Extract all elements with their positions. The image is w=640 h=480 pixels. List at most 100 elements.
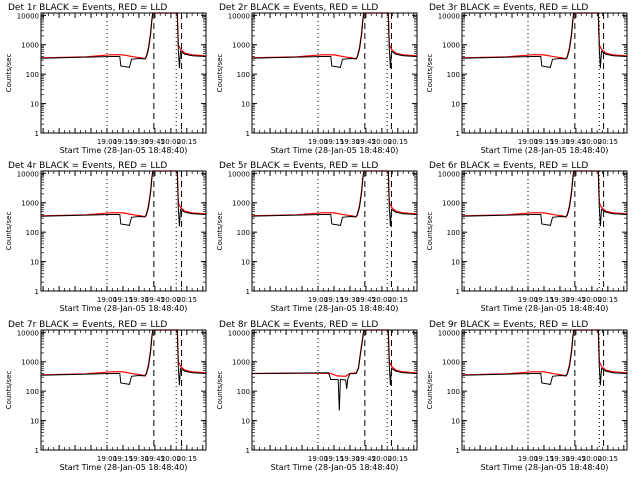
y-tick-label: 10	[451, 101, 460, 109]
events-series-line	[462, 12, 627, 69]
x-tick-label: 19:00	[97, 296, 117, 304]
events-series-line	[462, 170, 627, 227]
chart-panel: Det 1r BLACK = Events, RED = LLD 1 10 100 10…	[5, 3, 207, 155]
x-tick-label: 19:30	[550, 296, 570, 304]
y-tick-label: 10	[30, 101, 39, 109]
y-tick-label: 1000	[21, 42, 39, 50]
plot-frame	[461, 170, 628, 292]
y-tick-label: 1000	[21, 359, 39, 367]
chart-panel: Det 8r BLACK = Events, RED = LLD 1 10 100 10…	[216, 320, 418, 472]
y-tick-label: 1	[246, 447, 250, 455]
y-axis-label: Counts/sec	[216, 371, 224, 410]
panel-title: Det 6r BLACK = Events, RED = LLD	[429, 161, 588, 171]
plot-frame	[40, 170, 207, 292]
y-tick-label: 100	[447, 229, 460, 237]
y-axis-label: Counts/sec	[5, 371, 13, 410]
y-axis-label: Counts/sec	[5, 54, 13, 93]
y-tick-label: 1000	[442, 359, 460, 367]
x-tick-label: 19:45	[145, 455, 165, 463]
chart-panel: Det 7r BLACK = Events, RED = LLD 1 10 100 10…	[5, 320, 207, 472]
x-tick-label: 19:30	[340, 296, 360, 304]
x-tick-label: 19:30	[550, 138, 570, 146]
y-tick-label: 10000	[17, 170, 39, 178]
x-tick-label: 19:00	[518, 138, 538, 146]
x-tick-label: 19:00	[518, 296, 538, 304]
y-tick-label: 10	[451, 418, 460, 426]
y-tick-label: 10000	[228, 170, 250, 178]
plot-frame	[251, 12, 418, 134]
y-tick-label: 1	[35, 130, 39, 138]
x-tick-label: 20:00	[582, 138, 602, 146]
x-tick-label: 19:00	[308, 455, 328, 463]
chart-panel: Det 2r BLACK = Events, RED = LLD 1 10 100 10…	[216, 3, 418, 155]
panel-title: Det 3r BLACK = Events, RED = LLD	[429, 3, 588, 13]
panel-title: Det 7r BLACK = Events, RED = LLD	[8, 320, 167, 330]
x-tick-label: 19:30	[550, 455, 570, 463]
panel-title: Det 1r BLACK = Events, RED = LLD	[8, 3, 167, 13]
x-tick-label: 20:00	[372, 455, 392, 463]
plot-frame	[251, 329, 418, 451]
plot-frame	[461, 12, 628, 134]
x-tick-label: 19:45	[566, 296, 586, 304]
x-axis-label: Start Time (28-Jan-05 18:48:40)	[60, 304, 188, 313]
events-series-line	[252, 12, 417, 69]
chart-panel: Det 6r BLACK = Events, RED = LLD 1 10 100 10…	[426, 161, 628, 313]
panel-title: Det 5r BLACK = Events, RED = LLD	[219, 161, 378, 171]
x-tick-label: 19:30	[340, 455, 360, 463]
y-tick-label: 1000	[232, 42, 250, 50]
y-tick-label: 100	[26, 71, 39, 79]
y-axis-label: Counts/sec	[426, 54, 434, 93]
x-tick-label: 20:15	[177, 138, 197, 146]
panel-title: Det 9r BLACK = Events, RED = LLD	[429, 320, 588, 330]
y-tick-label: 10000	[17, 329, 39, 337]
x-tick-label: 20:15	[388, 455, 408, 463]
x-axis-label: Start Time (28-Jan-05 18:48:40)	[60, 146, 188, 155]
x-axis-label: Start Time (28-Jan-05 18:48:40)	[271, 463, 399, 472]
y-tick-label: 1000	[442, 42, 460, 50]
x-tick-label: 20:00	[582, 296, 602, 304]
y-tick-label: 10	[30, 418, 39, 426]
y-tick-label: 10	[30, 259, 39, 267]
y-tick-label: 1000	[21, 200, 39, 208]
x-tick-label: 19:15	[113, 455, 133, 463]
y-tick-label: 1000	[232, 359, 250, 367]
y-tick-label: 10000	[228, 12, 250, 20]
x-axis-label: Start Time (28-Jan-05 18:48:40)	[481, 304, 609, 313]
panel-title: Det 2r BLACK = Events, RED = LLD	[219, 3, 378, 13]
panel-title: Det 4r BLACK = Events, RED = LLD	[8, 161, 167, 171]
y-tick-label: 1000	[442, 200, 460, 208]
events-series-line	[252, 329, 417, 411]
plot-frame	[251, 170, 418, 292]
x-tick-label: 19:45	[145, 138, 165, 146]
y-axis-label: Counts/sec	[216, 212, 224, 251]
y-tick-label: 1	[456, 130, 460, 138]
events-series-line	[41, 12, 206, 69]
x-tick-label: 19:15	[534, 455, 554, 463]
x-tick-label: 19:15	[534, 138, 554, 146]
y-tick-label: 10	[241, 101, 250, 109]
y-tick-label: 1	[35, 288, 39, 296]
plot-frame	[461, 329, 628, 451]
events-series-line	[41, 170, 206, 227]
plot-frame	[40, 329, 207, 451]
events-series-line	[462, 329, 627, 386]
y-tick-label: 100	[447, 71, 460, 79]
x-tick-label: 20:15	[388, 296, 408, 304]
y-axis-label: Counts/sec	[426, 371, 434, 410]
x-tick-label: 20:15	[177, 296, 197, 304]
y-tick-label: 1000	[232, 200, 250, 208]
x-tick-label: 19:15	[534, 296, 554, 304]
y-tick-label: 100	[237, 229, 250, 237]
chart-panel: Det 9r BLACK = Events, RED = LLD 1 10 100 10…	[426, 320, 628, 472]
y-tick-label: 1	[35, 447, 39, 455]
events-series-line	[41, 329, 206, 386]
y-tick-label: 1	[456, 288, 460, 296]
x-tick-label: 19:15	[113, 296, 133, 304]
x-tick-label: 19:45	[566, 455, 586, 463]
x-tick-label: 19:15	[324, 138, 344, 146]
x-tick-label: 19:15	[324, 455, 344, 463]
x-tick-label: 20:15	[177, 455, 197, 463]
x-tick-label: 19:00	[97, 455, 117, 463]
x-tick-label: 20:00	[161, 455, 181, 463]
